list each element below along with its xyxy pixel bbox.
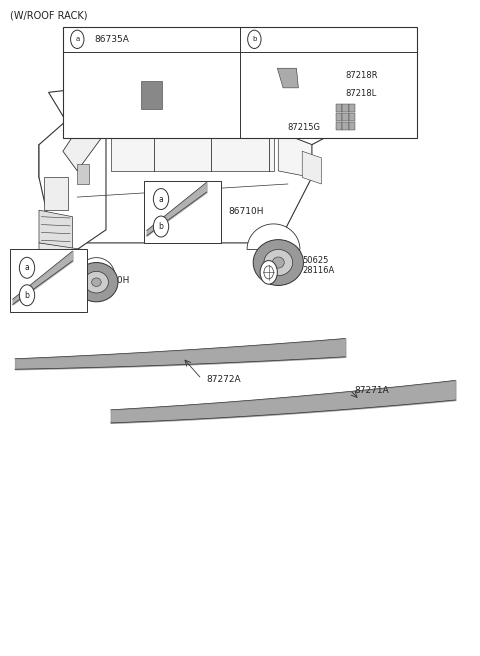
Ellipse shape [272,257,284,268]
Text: 86720H: 86720H [94,276,130,285]
Text: a: a [159,195,163,203]
Polygon shape [44,177,68,210]
Text: 86735A: 86735A [94,35,129,44]
Polygon shape [278,132,312,177]
Circle shape [19,285,35,306]
Bar [349,122,355,131]
Polygon shape [302,152,322,184]
Circle shape [154,188,168,209]
Bar [144,180,221,243]
Circle shape [248,30,261,49]
Ellipse shape [92,278,101,287]
Bar [342,104,348,112]
Bar [342,122,348,131]
Ellipse shape [264,249,293,276]
Polygon shape [78,258,115,276]
Bar [342,113,348,121]
Polygon shape [277,68,299,88]
Text: 87218R: 87218R [345,72,378,81]
Polygon shape [247,224,300,249]
Text: 87215G: 87215G [288,123,321,133]
Polygon shape [39,132,312,243]
Circle shape [154,216,168,237]
Bar [63,27,417,138]
Circle shape [71,30,84,49]
Text: 87272A: 87272A [206,375,241,384]
Text: 87218L: 87218L [345,89,376,98]
Circle shape [260,260,277,284]
Bar [336,113,342,121]
Text: 50625: 50625 [302,256,329,265]
Ellipse shape [253,239,303,285]
Text: b: b [158,222,164,231]
Polygon shape [39,210,72,249]
Circle shape [19,257,35,278]
Bar [349,113,355,121]
Text: a: a [75,36,79,43]
Text: b: b [24,291,29,300]
Bar [349,104,355,112]
Polygon shape [48,47,374,145]
Polygon shape [111,132,274,171]
Bar [142,81,161,109]
Polygon shape [63,86,106,171]
Bar [336,104,342,112]
Text: (W/ROOF RACK): (W/ROOF RACK) [10,10,88,20]
Text: b: b [252,36,256,43]
Polygon shape [39,243,82,276]
Text: a: a [24,263,29,272]
Polygon shape [39,86,106,262]
Text: 28116A: 28116A [302,266,335,275]
Circle shape [264,266,274,279]
Polygon shape [77,165,89,184]
Text: 87271A: 87271A [355,386,390,395]
Bar [336,122,342,131]
Ellipse shape [84,272,108,293]
Ellipse shape [75,262,118,302]
Text: 86710H: 86710H [228,207,264,216]
Bar [10,249,87,312]
